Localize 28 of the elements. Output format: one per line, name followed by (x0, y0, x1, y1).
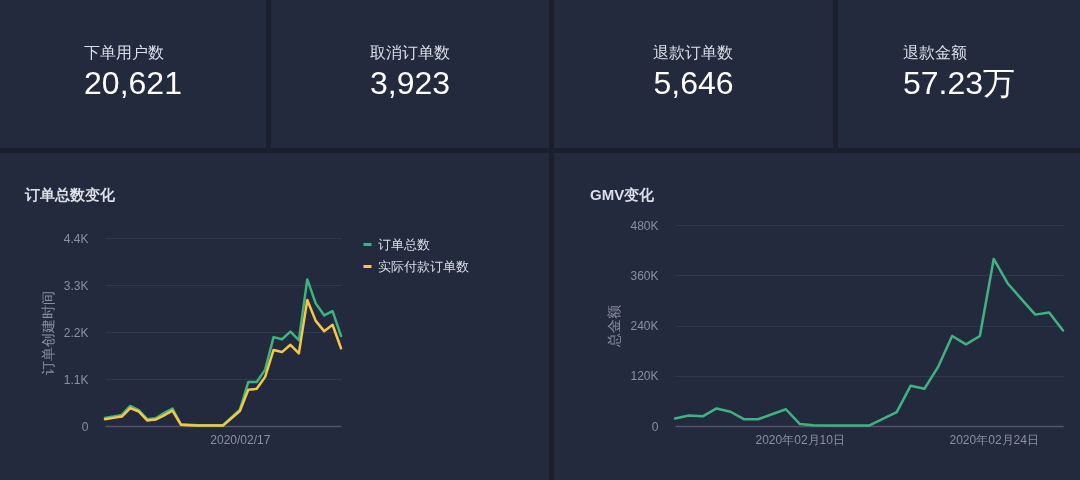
x-tick-label: 2020年02月24日 (949, 432, 1039, 447)
y-tick-label: 120K (630, 369, 659, 384)
text: 退款订单数 (653, 44, 734, 61)
text: 20,621 (84, 65, 182, 101)
x-tick-label: 2020/02/17 (210, 432, 271, 447)
legend-label: 实际付款订单数 (378, 258, 469, 274)
y-tick-label: 0 (81, 419, 89, 434)
y-tick-label: 4.4K (63, 231, 89, 246)
y-tick-label: 480K (630, 218, 659, 233)
y-axis-title: 订单创建时间 (39, 290, 56, 375)
chart-title: GMV变化 (590, 186, 656, 203)
y-axis-title: 总金额 (606, 305, 623, 348)
y-tick-label: 3.3K (63, 278, 89, 293)
x-tick-label: 2020年02月10日 (755, 432, 845, 447)
y-tick-label: 0 (651, 419, 659, 434)
text: 退款金额 (902, 44, 967, 61)
text: 下单用户数 (84, 44, 165, 61)
y-tick-label: 1.1K (63, 372, 89, 387)
chart-title: 订单总数变化 (24, 186, 116, 203)
y-tick-label: 360K (630, 268, 659, 283)
text: 57.23万 (902, 65, 1016, 101)
text: 取消订单数 (369, 44, 450, 61)
y-tick-label: 2.2K (63, 325, 89, 340)
y-tick-label: 240K (630, 319, 659, 333)
legend-label: 订单总数 (378, 236, 430, 252)
text: 3,923 (369, 65, 451, 101)
line-series (673, 257, 1065, 427)
text: 5,646 (653, 65, 734, 101)
